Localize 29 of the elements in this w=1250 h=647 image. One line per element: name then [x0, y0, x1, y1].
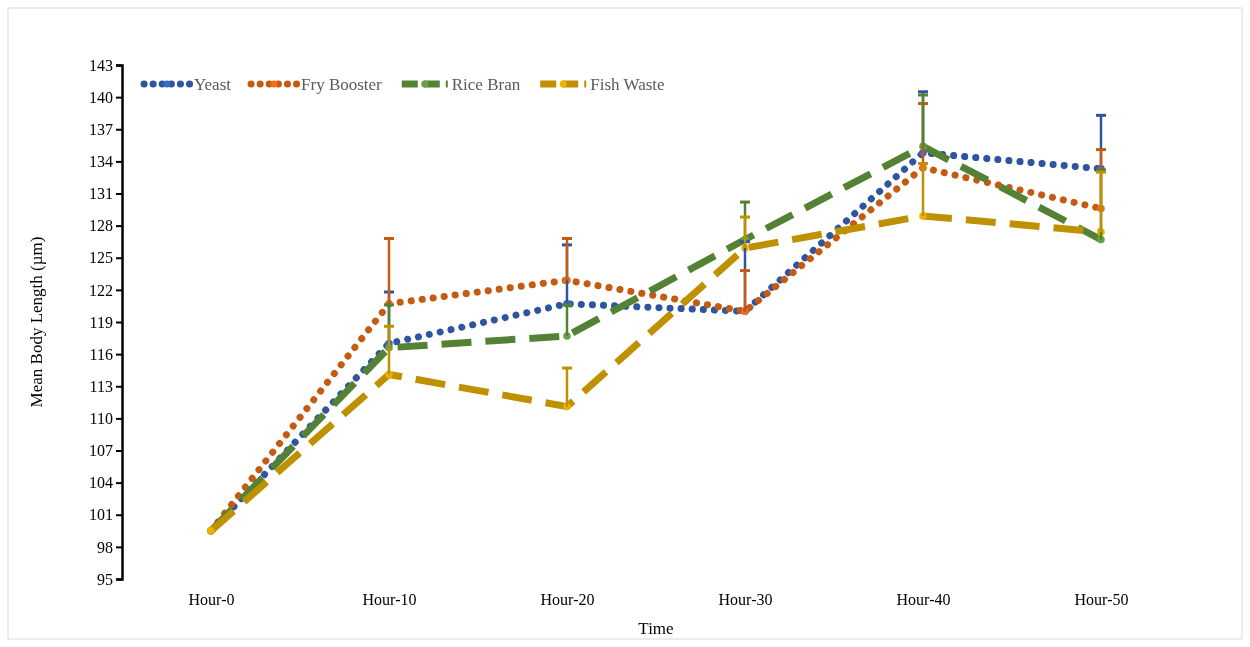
x-tick-label: Hour-50 [1074, 591, 1129, 609]
legend-label: Fry Booster [301, 75, 383, 94]
y-tick-label: 140 [89, 88, 113, 106]
y-tick-label: 122 [89, 281, 113, 299]
x-tick-label: Hour-10 [362, 591, 417, 609]
y-tick-label: 101 [89, 506, 113, 524]
x-tick-label: Hour-20 [540, 591, 595, 609]
y-tick-label: 110 [89, 409, 113, 427]
y-tick-label: 131 [89, 185, 113, 203]
y-tick-label: 98 [97, 538, 113, 556]
y-tick-label: 143 [89, 56, 113, 74]
y-tick-label: 137 [89, 120, 113, 138]
y-tick-label: 95 [97, 570, 113, 588]
y-tick-label: 125 [89, 249, 113, 267]
y-axis-title: Mean Body Length (µm) [27, 236, 46, 408]
legend-label: Rice Bran [451, 75, 521, 94]
legend-label: Yeast [194, 75, 232, 94]
legend-label: Fish Waste [590, 75, 665, 94]
y-tick-label: 104 [89, 474, 113, 492]
y-tick-label: 128 [89, 217, 113, 235]
x-tick-label: Hour-40 [896, 591, 951, 609]
y-tick-label: 107 [89, 442, 113, 460]
y-tick-label: 134 [89, 152, 113, 170]
x-axis-title: Time [638, 619, 674, 638]
y-tick-label: 119 [89, 313, 113, 331]
y-tick-label: 116 [89, 345, 113, 363]
x-tick-label: Hour-30 [718, 591, 773, 609]
y-tick-label: 113 [89, 377, 113, 395]
x-tick-label: Hour-0 [188, 591, 235, 609]
